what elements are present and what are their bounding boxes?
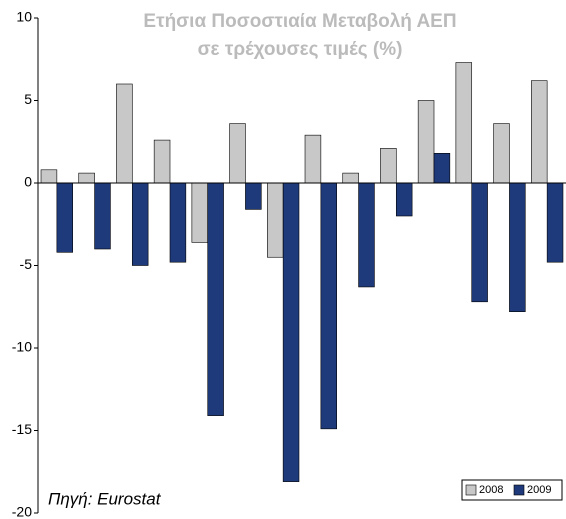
bar <box>267 182 284 258</box>
bar <box>94 182 111 250</box>
legend-swatch <box>465 484 477 496</box>
legend-label: 2008 <box>479 484 503 496</box>
bar <box>116 83 133 184</box>
bar <box>153 139 171 184</box>
bar <box>546 182 564 263</box>
legend-box <box>461 479 563 501</box>
bar <box>229 123 246 184</box>
bar <box>342 172 359 184</box>
y-tick-label: 0 <box>24 174 32 190</box>
chart-subtitle: σε τρέχουσες τιμές (%) <box>198 39 403 60</box>
y-tick-label: -5 <box>20 256 33 272</box>
bar <box>509 182 526 312</box>
bar <box>417 100 435 184</box>
legend-label: 2009 <box>527 484 551 496</box>
y-tick-label: -10 <box>12 339 32 355</box>
bar <box>56 182 73 253</box>
chart-title: Ετήσια Ποσοστιαία Μεταβολή ΑΕΠ <box>143 11 456 32</box>
y-tick-label: 10 <box>16 9 32 25</box>
y-tick-label: -20 <box>12 504 32 519</box>
bar <box>531 80 548 184</box>
bar <box>493 123 510 184</box>
source: Πηγή: Eurostat <box>48 489 162 508</box>
bar <box>455 62 473 184</box>
bar <box>191 182 209 243</box>
legend-swatch <box>513 484 525 496</box>
bar <box>207 182 224 416</box>
bar <box>245 182 262 210</box>
bar <box>169 182 187 263</box>
bar <box>131 182 149 266</box>
bar <box>320 182 337 430</box>
bar <box>380 148 397 184</box>
bar <box>40 169 58 184</box>
bar <box>78 172 95 184</box>
y-tick-label: 5 <box>24 91 32 107</box>
y-tick-label: -15 <box>12 421 32 437</box>
bar <box>282 182 300 482</box>
bar <box>395 182 413 217</box>
bar <box>358 182 375 288</box>
bar <box>433 153 451 184</box>
bar <box>304 134 322 184</box>
bar <box>471 182 488 303</box>
